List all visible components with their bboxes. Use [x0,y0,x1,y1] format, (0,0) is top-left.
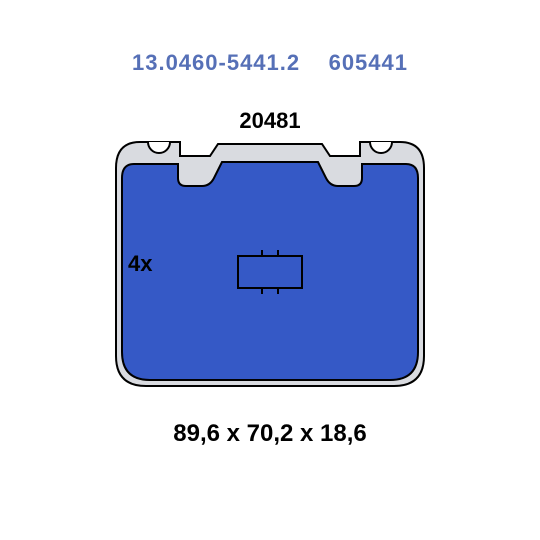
header-row: 13.0460-5441.2 605441 [0,50,540,76]
friction-pad [122,162,418,380]
dimensions-text: 89,6 x 70,2 x 18,6 [0,420,540,448]
part-number: 13.0460-5441.2 [132,50,300,76]
brake-pad-diagram: 4x [110,138,430,390]
model-number: 20481 [0,108,540,134]
brake-pad-svg [110,138,430,390]
quantity-label: 4x [128,251,152,277]
alt-number: 605441 [329,50,408,76]
